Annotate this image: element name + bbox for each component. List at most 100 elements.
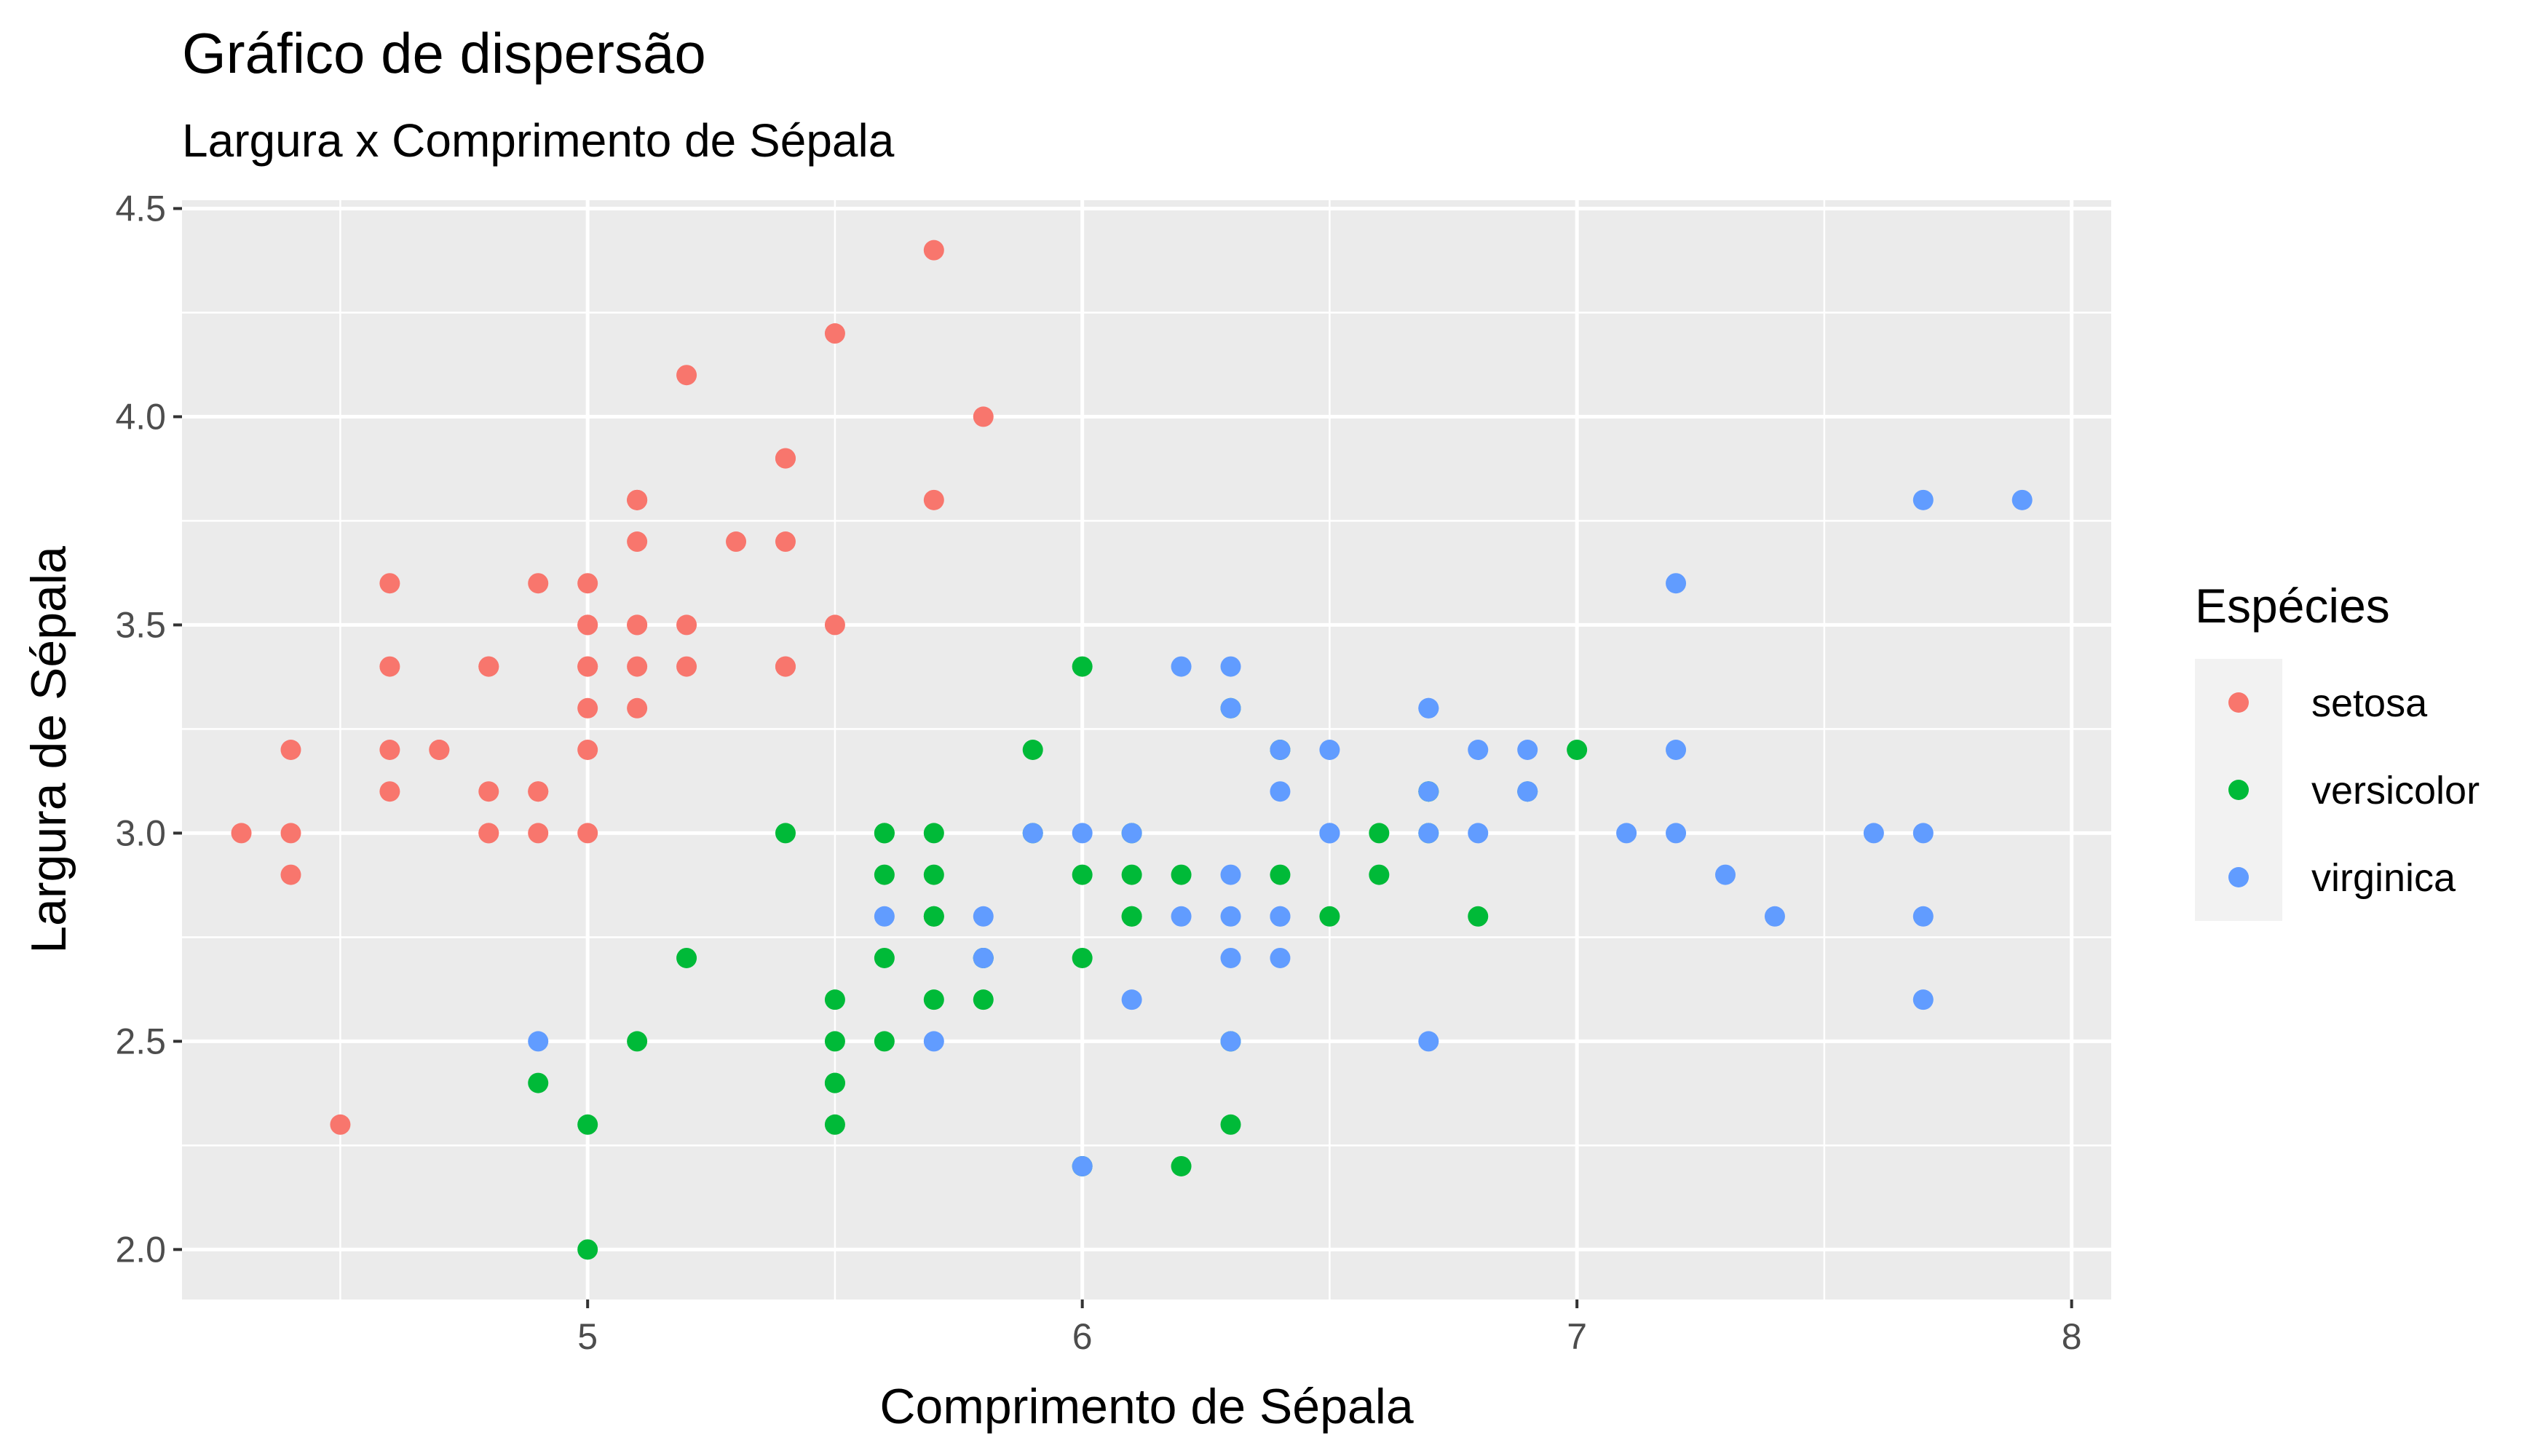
data-point-virginica (528, 1031, 549, 1052)
data-point-setosa (923, 240, 944, 261)
data-point-setosa (478, 781, 499, 802)
y-tick-label: 3.0 (115, 812, 166, 853)
data-point-versicolor (824, 1114, 845, 1135)
legend: Espécies setosa versicolor virginica (2195, 579, 2480, 921)
data-point-virginica (1171, 656, 1192, 677)
data-point-virginica (1418, 697, 1439, 719)
data-point-virginica (1171, 906, 1192, 927)
data-point-versicolor (1220, 1114, 1241, 1135)
data-point-setosa (577, 740, 598, 760)
x-tick-label: 8 (2062, 1316, 2082, 1357)
data-point-setosa (577, 573, 598, 594)
data-point-setosa (379, 781, 400, 802)
data-point-setosa (627, 697, 648, 719)
data-point-versicolor (1369, 823, 1390, 844)
data-point-versicolor (1121, 906, 1142, 927)
data-point-setosa (824, 614, 845, 636)
data-point-setosa (577, 614, 598, 636)
data-point-versicolor (874, 1031, 895, 1052)
data-point-setosa (676, 656, 697, 677)
data-point-versicolor (577, 1114, 598, 1135)
data-point-virginica (1022, 823, 1043, 844)
data-point-virginica (1418, 1031, 1439, 1052)
data-point-virginica (1517, 740, 1538, 760)
data-point-setosa (280, 823, 301, 844)
data-point-virginica (1912, 989, 1934, 1010)
data-point-virginica (1220, 947, 1241, 968)
data-point-setosa (775, 531, 796, 553)
data-point-setosa (528, 781, 549, 802)
data-point-setosa (478, 656, 499, 677)
chart-title: Gráfico de dispersão (182, 21, 706, 85)
y-tick-label: 3.5 (115, 604, 166, 645)
data-point-virginica (1863, 823, 1884, 844)
data-point-virginica (1270, 947, 1291, 968)
data-point-setosa (379, 573, 400, 594)
data-point-virginica (1121, 989, 1142, 1010)
data-point-setosa (280, 864, 301, 885)
data-point-setosa (627, 614, 648, 636)
legend-label-versicolor: versicolor (2311, 769, 2480, 812)
data-point-setosa (824, 323, 845, 344)
data-point-virginica (923, 1031, 944, 1052)
data-point-virginica (1764, 906, 1785, 927)
data-point-virginica (1517, 781, 1538, 802)
data-point-setosa (429, 740, 450, 760)
data-point-versicolor (1022, 740, 1043, 760)
legend-title: Espécies (2195, 579, 2390, 633)
data-point-virginica (1666, 823, 1687, 844)
data-point-setosa (627, 531, 648, 553)
data-point-versicolor (1567, 740, 1588, 760)
data-point-versicolor (1121, 864, 1142, 885)
data-point-virginica (1912, 906, 1934, 927)
data-point-virginica (1121, 823, 1142, 844)
grid-major (182, 200, 2111, 1299)
data-point-versicolor (973, 989, 994, 1010)
data-point-virginica (2011, 489, 2033, 510)
data-point-versicolor (577, 1239, 598, 1260)
data-point-virginica (1220, 1031, 1241, 1052)
data-point-setosa (528, 573, 549, 594)
data-point-versicolor (1072, 656, 1093, 677)
data-point-setosa (627, 489, 648, 510)
data-point-virginica (1072, 1155, 1093, 1176)
data-point-setosa (973, 406, 994, 427)
data-point-versicolor (824, 1031, 845, 1052)
data-point-versicolor (824, 1072, 845, 1093)
data-point-virginica (1220, 656, 1241, 677)
x-tick-label: 5 (577, 1316, 598, 1357)
data-point-virginica (1616, 823, 1637, 844)
data-point-versicolor (923, 823, 944, 844)
data-point-virginica (1715, 864, 1736, 885)
data-point-versicolor (1369, 864, 1390, 885)
data-point-virginica (973, 947, 994, 968)
legend-key-versicolor (2228, 780, 2249, 800)
data-point-virginica (1418, 823, 1439, 844)
data-point-virginica (1912, 823, 1934, 844)
data-point-setosa (379, 740, 400, 760)
data-point-virginica (1912, 489, 1934, 510)
data-point-versicolor (923, 906, 944, 927)
data-point-virginica (1220, 864, 1241, 885)
data-point-setosa (627, 656, 648, 677)
y-axis-title: Largura de Sépala (21, 546, 76, 954)
data-point-setosa (775, 656, 796, 677)
data-point-versicolor (874, 947, 895, 968)
data-point-versicolor (923, 864, 944, 885)
data-point-setosa (775, 448, 796, 469)
data-point-virginica (1468, 823, 1489, 844)
legend-items: setosa versicolor virginica (2228, 681, 2480, 900)
plot-panel (182, 200, 2111, 1299)
data-point-versicolor (824, 989, 845, 1010)
data-point-virginica (1220, 906, 1241, 927)
data-point-virginica (1270, 906, 1291, 927)
data-point-virginica (1270, 781, 1291, 802)
data-point-setosa (577, 697, 598, 719)
data-point-versicolor (923, 989, 944, 1010)
data-point-setosa (577, 823, 598, 844)
data-point-virginica (1319, 823, 1340, 844)
x-axis-title: Comprimento de Sépala (879, 1379, 1413, 1434)
data-point-versicolor (627, 1031, 648, 1052)
data-point-setosa (280, 740, 301, 760)
y-tick-label: 2.0 (115, 1229, 166, 1270)
